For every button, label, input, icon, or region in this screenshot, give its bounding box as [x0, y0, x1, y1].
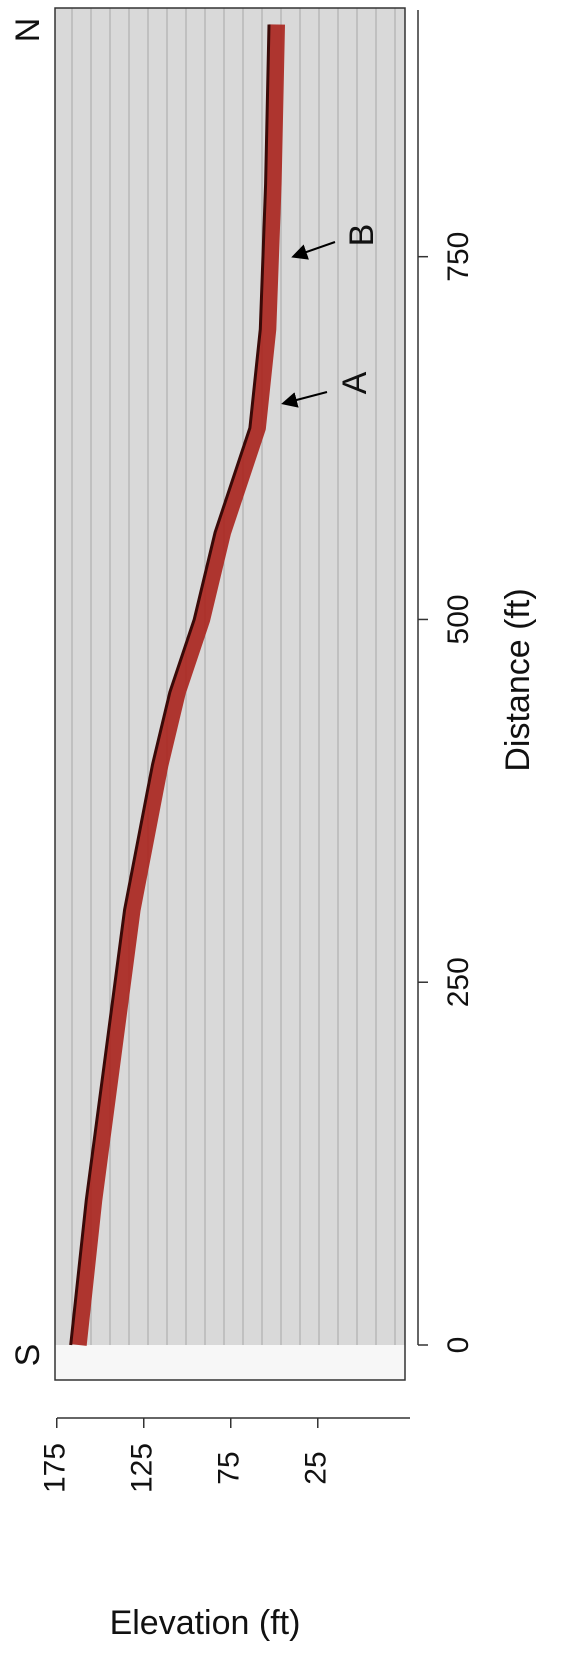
annotation-arrow	[291, 241, 336, 260]
reflector-band	[70, 24, 285, 1346]
x-axis-title: Distance (ft)	[499, 588, 537, 771]
annotation: A	[336, 371, 374, 394]
x-tick-label: 250	[442, 957, 475, 1007]
x-tick-label: 0	[442, 1337, 475, 1354]
y-tick-label: 75	[213, 1451, 246, 1484]
y-tick-label: 125	[126, 1443, 159, 1493]
time-strip	[55, 1345, 405, 1380]
radar-grid	[71, 8, 396, 1345]
reflector-line	[69, 24, 271, 1346]
x-tick-label: 500	[442, 594, 475, 644]
y-tick-label: 25	[300, 1451, 333, 1484]
y-tick-label: 175	[39, 1443, 72, 1493]
annotation-arrow	[281, 391, 328, 408]
plot-frame	[54, 7, 406, 1381]
x-tick-label: 750	[442, 232, 475, 282]
marks	[69, 24, 285, 1346]
direction-label: N	[9, 18, 47, 43]
annotation: B	[343, 224, 381, 247]
y-axis-title: Elevation (ft)	[110, 1604, 301, 1642]
direction-label: S	[9, 1344, 47, 1367]
plot-background	[55, 8, 405, 1345]
